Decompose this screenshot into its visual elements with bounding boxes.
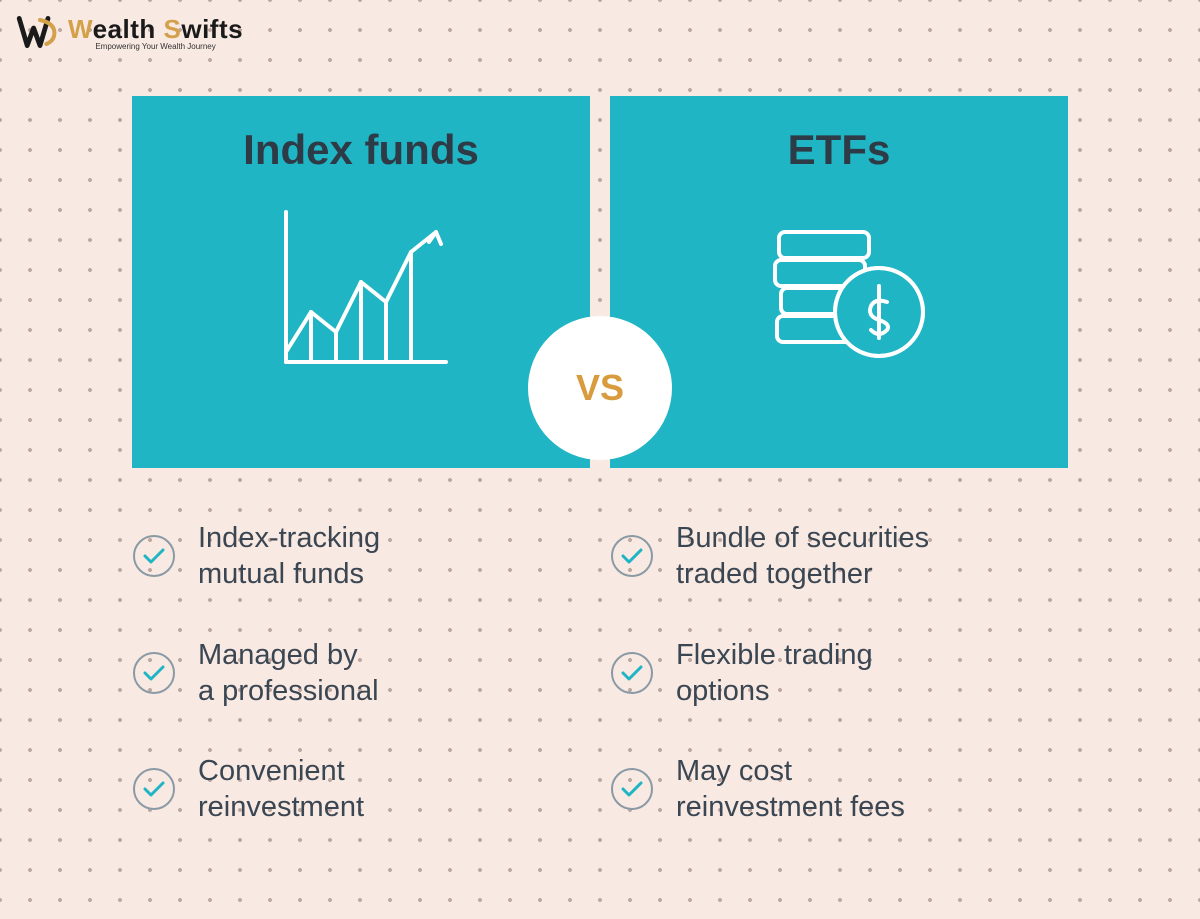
chart-growth-icon — [261, 202, 461, 382]
feature-text: Bundle of securitiestraded together — [676, 520, 929, 593]
feature-text: Index-trackingmutual funds — [198, 520, 380, 593]
feature-item: Bundle of securitiestraded together — [610, 520, 1068, 593]
money-coins-icon — [739, 202, 939, 382]
check-icon — [610, 651, 654, 695]
feature-item: Convenientreinvestment — [132, 753, 590, 826]
card-title-right: ETFs — [788, 126, 891, 174]
card-title-left: Index funds — [243, 126, 479, 174]
card-etfs: ETFs — [610, 96, 1068, 468]
logo-text: Wealth Swifts — [68, 14, 243, 45]
check-icon — [610, 534, 654, 578]
brand-logo: Wealth Swifts Empowering Your Wealth Jou… — [16, 12, 243, 52]
feature-item: May costreinvestment fees — [610, 753, 1068, 826]
features-left: Index-trackingmutual funds Managed bya pr… — [132, 520, 590, 826]
comparison-container: Index funds ETFs — [132, 96, 1068, 468]
feature-text: Flexible tradingoptions — [676, 637, 873, 710]
feature-item: Managed bya professional — [132, 637, 590, 710]
check-icon — [132, 651, 176, 695]
check-icon — [132, 767, 176, 811]
feature-item: Index-trackingmutual funds — [132, 520, 590, 593]
feature-text: Managed bya professional — [198, 637, 379, 710]
features-right: Bundle of securitiestraded together Flexi… — [610, 520, 1068, 826]
feature-text: Convenientreinvestment — [198, 753, 364, 826]
feature-text: May costreinvestment fees — [676, 753, 905, 826]
check-icon — [610, 767, 654, 811]
features-container: Index-trackingmutual funds Managed bya pr… — [132, 520, 1068, 826]
card-index-funds: Index funds — [132, 96, 590, 468]
feature-item: Flexible tradingoptions — [610, 637, 1068, 710]
vs-label: VS — [576, 367, 624, 409]
check-icon — [132, 534, 176, 578]
logo-tagline: Empowering Your Wealth Journey — [68, 42, 243, 51]
logo-mark-icon — [16, 12, 64, 52]
vs-badge: VS — [528, 316, 672, 460]
